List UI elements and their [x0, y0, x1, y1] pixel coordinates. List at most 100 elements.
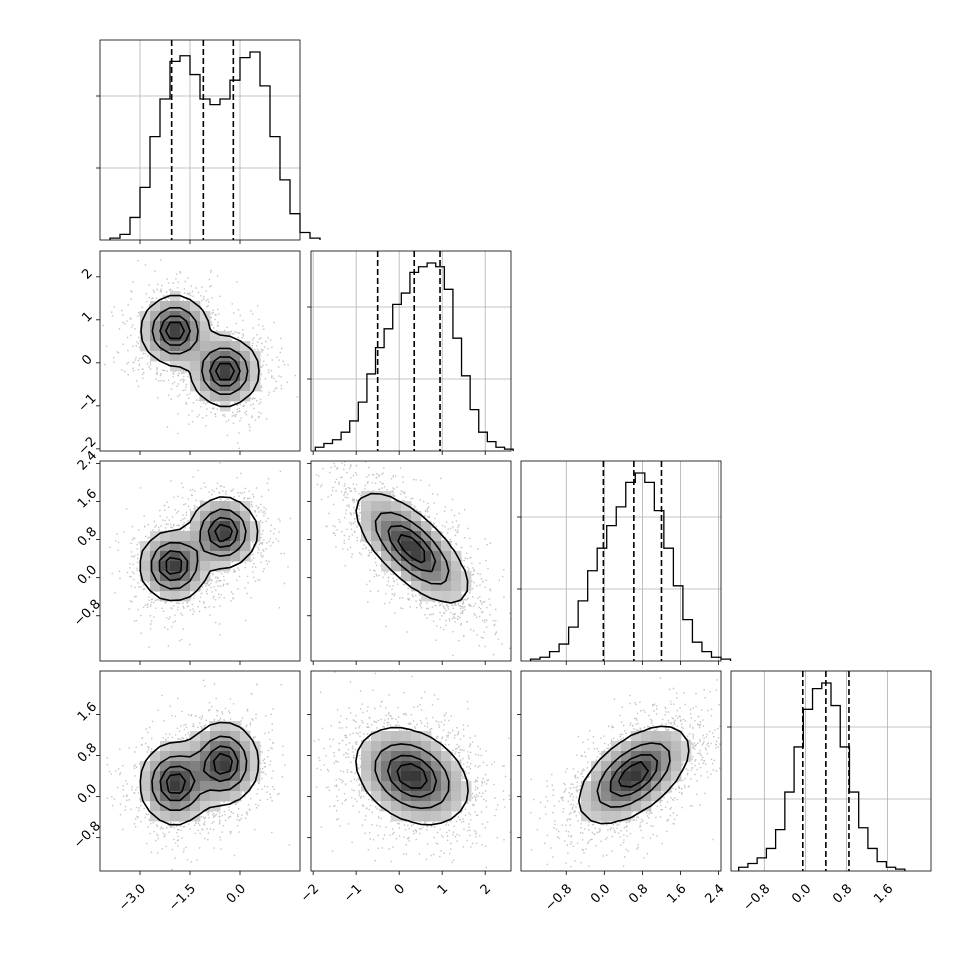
density-cell: [421, 761, 432, 772]
density-cell: [190, 771, 201, 782]
density-cell: [210, 561, 221, 572]
density-cell: [160, 811, 171, 822]
density-cell: [421, 581, 432, 592]
density-cell: [200, 501, 211, 512]
density-cell: [631, 781, 642, 792]
density-cell: [631, 741, 642, 752]
histogram-frame-0: [99, 39, 301, 241]
density-cell: [160, 341, 171, 352]
density-cell: [180, 321, 191, 332]
density-cell: [401, 511, 412, 522]
histogram-steps-0: [109, 51, 321, 240]
density-cell: [391, 741, 402, 752]
density-cell: [461, 781, 472, 792]
density-cell: [611, 811, 622, 822]
density-cell: [391, 501, 402, 512]
density-cell: [591, 791, 602, 802]
density-cell: [631, 771, 642, 782]
x-tick-label-3-0: −0.8: [740, 881, 773, 914]
density-cell: [160, 561, 171, 572]
x-tick-label-2-1: 0.0: [588, 881, 613, 906]
pair-frame-2-3: [520, 670, 722, 872]
contour-0-1-0: [140, 294, 260, 408]
density-cell: [391, 531, 402, 542]
density-cell: [210, 791, 221, 802]
density-cell: [250, 531, 261, 542]
density-cell: [230, 531, 241, 542]
density-cell: [391, 751, 402, 762]
density-cell: [381, 771, 392, 782]
x-tick-label-2-3: 1.6: [664, 881, 689, 906]
density-cell: [661, 761, 672, 772]
density-cell: [200, 361, 211, 372]
density-cell: [180, 561, 191, 572]
density-cell: [361, 501, 372, 512]
density-cell: [361, 781, 372, 792]
density-cell: [150, 541, 161, 552]
density-cell: [441, 751, 452, 762]
contour-1-3-0: [355, 726, 469, 826]
density-cell: [150, 331, 161, 342]
density-cell: [391, 511, 402, 522]
density-cell: [371, 791, 382, 802]
density-cell: [220, 751, 231, 762]
density-cell: [411, 531, 422, 542]
density-cell: [190, 311, 201, 322]
density-cell: [190, 561, 201, 572]
density-cell: [441, 781, 452, 792]
contour-1-2-0: [355, 492, 469, 604]
density-cell: [170, 591, 181, 602]
density-cell: [210, 391, 221, 402]
density-cell: [381, 551, 392, 562]
density-cell: [190, 361, 201, 372]
density-cell: [220, 501, 231, 512]
density-cell: [411, 771, 422, 782]
density-cell: [170, 321, 181, 332]
density-cell: [150, 341, 161, 352]
density-cell: [361, 511, 372, 522]
density-cell: [631, 791, 642, 802]
density-cell: [220, 391, 231, 402]
density-cell: [210, 341, 221, 352]
density-cell: [160, 531, 171, 542]
density-cell: [150, 581, 161, 592]
density-cell: [441, 761, 452, 772]
pair-frame-0-2: [99, 460, 301, 662]
density-cell: [421, 781, 432, 792]
density-cell: [250, 751, 261, 762]
density-cell: [220, 341, 231, 352]
density-cell: [180, 341, 191, 352]
density-cell: [631, 801, 642, 812]
density-cell: [170, 341, 181, 352]
density-cell: [361, 531, 372, 542]
density-cell: [421, 741, 432, 752]
density-cell: [200, 731, 211, 742]
density-cell: [641, 751, 652, 762]
density-cell: [220, 721, 231, 732]
density-cell: [230, 741, 241, 752]
density-cell: [671, 741, 682, 752]
contour-0-1-3: [165, 321, 235, 381]
density-cell: [210, 511, 221, 522]
histogram-panel-3: [727, 670, 932, 872]
density-cell: [431, 771, 442, 782]
density-cell: [401, 791, 412, 802]
density-cell: [601, 751, 612, 762]
density-cell: [230, 551, 241, 562]
density-cell: [230, 341, 241, 352]
density-cell: [411, 541, 422, 552]
contour-1-2-1: [374, 511, 450, 585]
density-cell: [150, 781, 161, 792]
density-cell: [381, 521, 392, 532]
density-cell: [651, 751, 662, 762]
density-cell: [180, 781, 191, 792]
density-cell: [200, 751, 211, 762]
density-cell: [230, 721, 241, 732]
density-cell: [160, 741, 171, 752]
density-cell: [671, 771, 682, 782]
contour-2-3-0: [578, 725, 690, 825]
density-cell: [180, 761, 191, 772]
density-cell: [371, 541, 382, 552]
y-tick-label-3-1: 0.0: [75, 782, 100, 807]
density-cell: [210, 731, 221, 742]
